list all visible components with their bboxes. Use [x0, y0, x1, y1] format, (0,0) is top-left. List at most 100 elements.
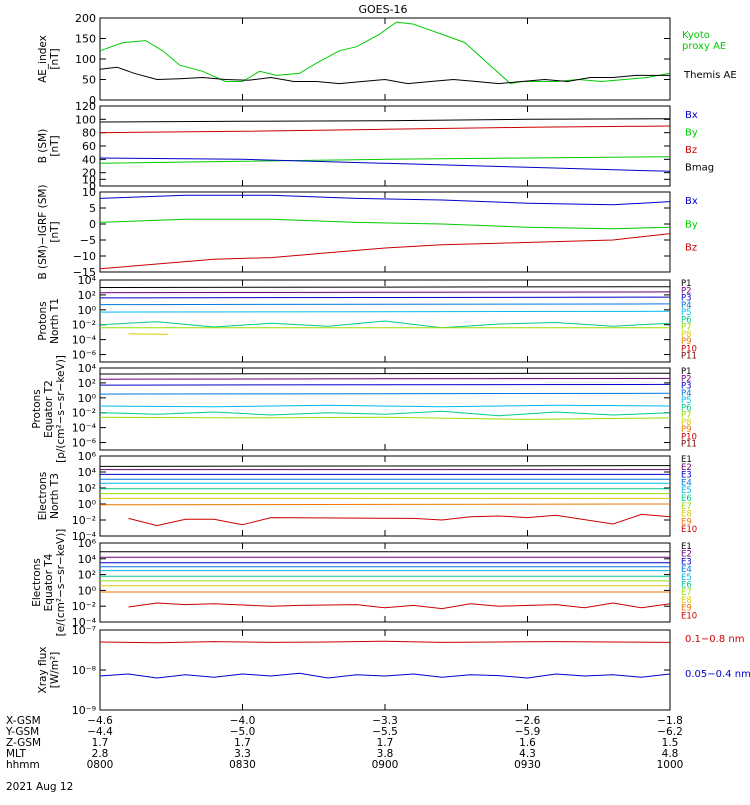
series-line-p2 — [99, 377, 671, 380]
series-line-bz — [99, 125, 671, 134]
y-tick-label: 10⁻⁷ — [72, 624, 96, 637]
footer-value: 4.3 — [519, 748, 536, 760]
y-tick-label: 200 — [75, 12, 96, 25]
legend-entry: E4 — [681, 565, 692, 575]
footer-value: 1.7 — [234, 737, 251, 749]
y-tick-label: 10⁻⁴ — [72, 530, 97, 543]
legend-entry: E9 — [681, 517, 692, 527]
legend-entry: Themis AE — [683, 70, 737, 81]
panel-7: 10⁶ 10⁴ 10² 10⁰ 10⁻² 10⁻⁴ Electrons Equator T4[… — [31, 529, 697, 637]
y-tick-label: 10⁴ — [78, 553, 97, 566]
legend-entry: By — [685, 219, 698, 230]
y-axis-label: Protons — [37, 301, 49, 340]
footer-value: 0900 — [372, 759, 399, 771]
panel-3: 10 5 0 −5 −10 −15 B (SM)−IGRF (SM) [nT] Bx By Bz — [37, 184, 698, 279]
legend-entry: E3 — [681, 471, 692, 481]
series-line-p7 — [99, 416, 671, 420]
y-tick-label: 10 — [82, 186, 96, 199]
legend-entry: P11 — [681, 352, 697, 362]
y-tick-label: 120 — [75, 100, 96, 113]
legend-entry: E6 — [681, 494, 692, 504]
footer-value: 0800 — [87, 759, 114, 771]
series-line-e1 — [99, 465, 671, 467]
series-line-p2 — [99, 291, 671, 294]
series-line-bx — [99, 157, 671, 172]
y-tick-label: 10⁴ — [78, 274, 97, 287]
legend-entry: P5 — [681, 308, 692, 318]
legend-entry: P4 — [681, 389, 692, 399]
y-axis-label: [nT] — [49, 48, 61, 69]
legend-entry: P7 — [681, 411, 692, 421]
legend-entry: proxy AE — [682, 41, 726, 52]
legend-entry: P10 — [681, 432, 697, 442]
panel-frame — [99, 455, 671, 537]
series-line-p5 — [99, 310, 671, 313]
series-line-kyoto-proxy-ae — [99, 21, 671, 85]
footer-value: 1000 — [657, 759, 684, 771]
y-tick-label: 10⁶ — [78, 537, 97, 550]
legend-entry: E7 — [681, 588, 692, 598]
legend-entry: P6 — [681, 315, 692, 325]
y-tick-label: 10 — [82, 173, 96, 186]
y-tick-label: 0 — [89, 180, 96, 193]
legend-entry: 0.1−0.8 nm — [685, 634, 744, 645]
series-line-p3 — [99, 383, 671, 386]
series-line-bz — [99, 233, 671, 270]
y-tick-label: 5 — [89, 202, 96, 215]
y-tick-label: 10⁴ — [78, 362, 97, 375]
y-tick-label: 10⁻² — [72, 514, 96, 527]
series-line-p1 — [99, 372, 671, 375]
footer-value: −1.8 — [657, 715, 683, 727]
y-tick-label: 0 — [89, 94, 96, 107]
series-line-e9 — [99, 503, 671, 506]
y-tick-label: 40 — [82, 153, 96, 166]
legend-entry: E8 — [681, 596, 692, 606]
series-line-p4 — [99, 392, 671, 395]
y-tick-label: 10⁻² — [72, 319, 96, 332]
legend-entry: By — [685, 128, 698, 139]
legend-entry: E5 — [681, 486, 692, 496]
footer-value: 4.8 — [662, 748, 679, 760]
legend-entry: E10 — [681, 525, 697, 535]
y-tick-label: 20 — [82, 167, 96, 180]
plot-title: GOES-16 — [358, 3, 407, 16]
legend-entry: P5 — [681, 396, 692, 406]
legend-entry: P8 — [681, 418, 692, 428]
y-tick-label: 80 — [82, 127, 96, 140]
y-tick-label: −5 — [80, 234, 96, 247]
footer-value: −6.2 — [657, 726, 683, 738]
legend-entry: Kyoto — [682, 30, 710, 41]
y-tick-label: 60 — [82, 140, 96, 153]
y-tick-label: 10⁰ — [78, 584, 97, 597]
panel-4: 10⁴ 10² 10⁰ 10⁻² 10⁻⁴ 10⁻⁶ Protons North T1 P1P2… — [37, 274, 697, 363]
legend-entry: E7 — [681, 502, 692, 512]
y-tick-label: 10⁻⁸ — [72, 664, 97, 677]
legend-entry: E8 — [681, 510, 692, 520]
legend-entry: E4 — [681, 478, 692, 488]
series-line-p6 — [99, 410, 671, 417]
footer-value: 1.7 — [377, 737, 394, 749]
series-line-p6 — [99, 320, 671, 329]
legend-entry: Bmag — [685, 163, 714, 174]
footer-value: 1.5 — [662, 737, 679, 749]
legend-entry: P2 — [681, 286, 692, 296]
y-tick-label: −10 — [73, 250, 96, 263]
panel-5: 10⁴ 10² 10⁰ 10⁻² 10⁻⁴ 10⁻⁶ Protons Equator T2 [p… — [31, 355, 697, 463]
footer-row-label: hhmm — [6, 759, 40, 771]
legend-entry: P3 — [681, 294, 692, 304]
series-line-bmag — [99, 118, 671, 123]
y-tick-label: 10⁻⁶ — [72, 437, 97, 450]
legend-entry: P6 — [681, 403, 692, 413]
series-line-themis-ae — [99, 66, 670, 85]
legend-entry: E10 — [681, 611, 697, 621]
series-line-e10 — [128, 513, 671, 527]
legend-entry: P1 — [681, 279, 692, 289]
legend-entry: P2 — [681, 374, 692, 384]
y-axis-label: North T1 — [49, 298, 61, 344]
series-line-bx — [99, 194, 671, 206]
panel-8: 10⁻⁷ 10⁻⁸ 10⁻⁹ Xray flux [W/m²] 0.1−0.8 nm 0.0… — [37, 624, 750, 717]
y-tick-label: 10² — [78, 569, 96, 582]
y-axis-label: [p/(cm²−s−sr−keV)] — [55, 355, 67, 463]
